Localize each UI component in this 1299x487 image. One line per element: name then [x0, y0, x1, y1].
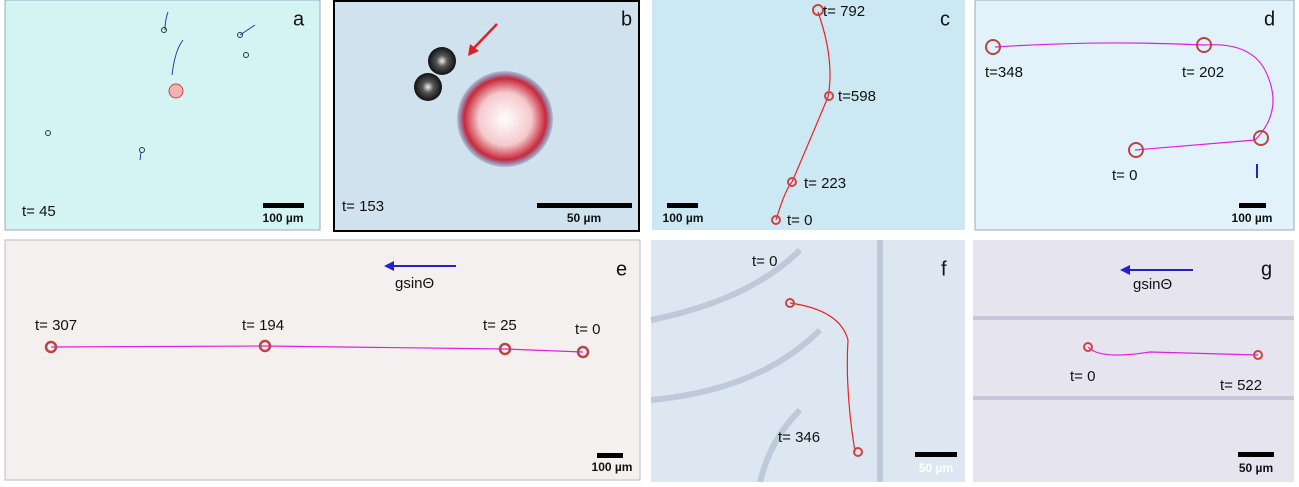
time-label: t= 0 [1112, 167, 1137, 184]
time-label: t=598 [838, 88, 876, 105]
scale-bar [537, 203, 632, 208]
panel-letter: g [1261, 258, 1272, 280]
time-label: t= 194 [242, 317, 284, 334]
panel-letter: f [941, 258, 947, 280]
scale-label: 50 µm [1239, 461, 1273, 475]
panel-bg [975, 0, 1294, 230]
panel-bg [5, 240, 640, 480]
time-label: t= 45 [22, 203, 56, 220]
panel-f: f t= 0 t= 346 50 µm [651, 240, 965, 482]
scale-label: 100 µm [663, 211, 704, 225]
force-label: gsinΘ [1133, 276, 1172, 293]
time-label: t= 0 [752, 253, 777, 270]
droplet [457, 71, 553, 167]
panel-b: b t= 153 50 µm [334, 1, 639, 231]
scale-bar [1238, 452, 1274, 457]
force-label: gsinΘ [395, 275, 434, 292]
time-label: t=348 [985, 64, 1023, 81]
time-label: t= 202 [1182, 64, 1224, 81]
panel-g: g gsinΘ t= 0 t= 522 50 µm [973, 240, 1294, 482]
time-label: t= 0 [787, 212, 812, 229]
time-label: t= 223 [804, 175, 846, 192]
scale-label: 100 µm [263, 211, 304, 225]
time-label: t= 0 [1070, 368, 1095, 385]
scale-bar [915, 452, 957, 457]
panel-letter: e [616, 258, 627, 280]
time-label: t= 0 [575, 321, 600, 338]
time-label: t= 25 [483, 317, 517, 334]
panel-bg [652, 0, 965, 230]
panel-letter: c [940, 8, 950, 30]
time-label: t= 346 [778, 429, 820, 446]
scale-bar [263, 203, 304, 208]
figure: a t= 45 100 µm b t= 153 50 µm c t= 792 t… [0, 0, 1299, 487]
scale-label: 100 µm [592, 460, 633, 474]
time-label: t= 792 [823, 3, 865, 20]
panel-letter: d [1264, 8, 1275, 30]
scale-bar [667, 203, 698, 208]
panel-e: e gsinΘ t= 307 t= 194 t= 25 t= 0 100 µm [5, 240, 640, 480]
scale-bar [1239, 203, 1266, 208]
panel-letter: b [621, 8, 632, 30]
scale-label: 50 µm [567, 211, 601, 225]
panel-c: c t= 792 t=598 t= 223 t= 0 100 µm [652, 0, 965, 230]
droplet [169, 84, 183, 98]
panel-bg [5, 0, 320, 230]
panel-letter: a [293, 8, 305, 30]
time-label: t= 522 [1220, 377, 1262, 394]
time-label: t= 153 [342, 198, 384, 215]
scale-label: 50 µm [919, 461, 953, 475]
scale-label: 100 µm [1232, 211, 1273, 225]
time-label: t= 307 [35, 317, 77, 334]
panel-a: a t= 45 100 µm [5, 0, 320, 230]
panel-d: d t=348 t= 202 t= 0 100 µm [975, 0, 1294, 230]
scale-bar [597, 453, 623, 458]
